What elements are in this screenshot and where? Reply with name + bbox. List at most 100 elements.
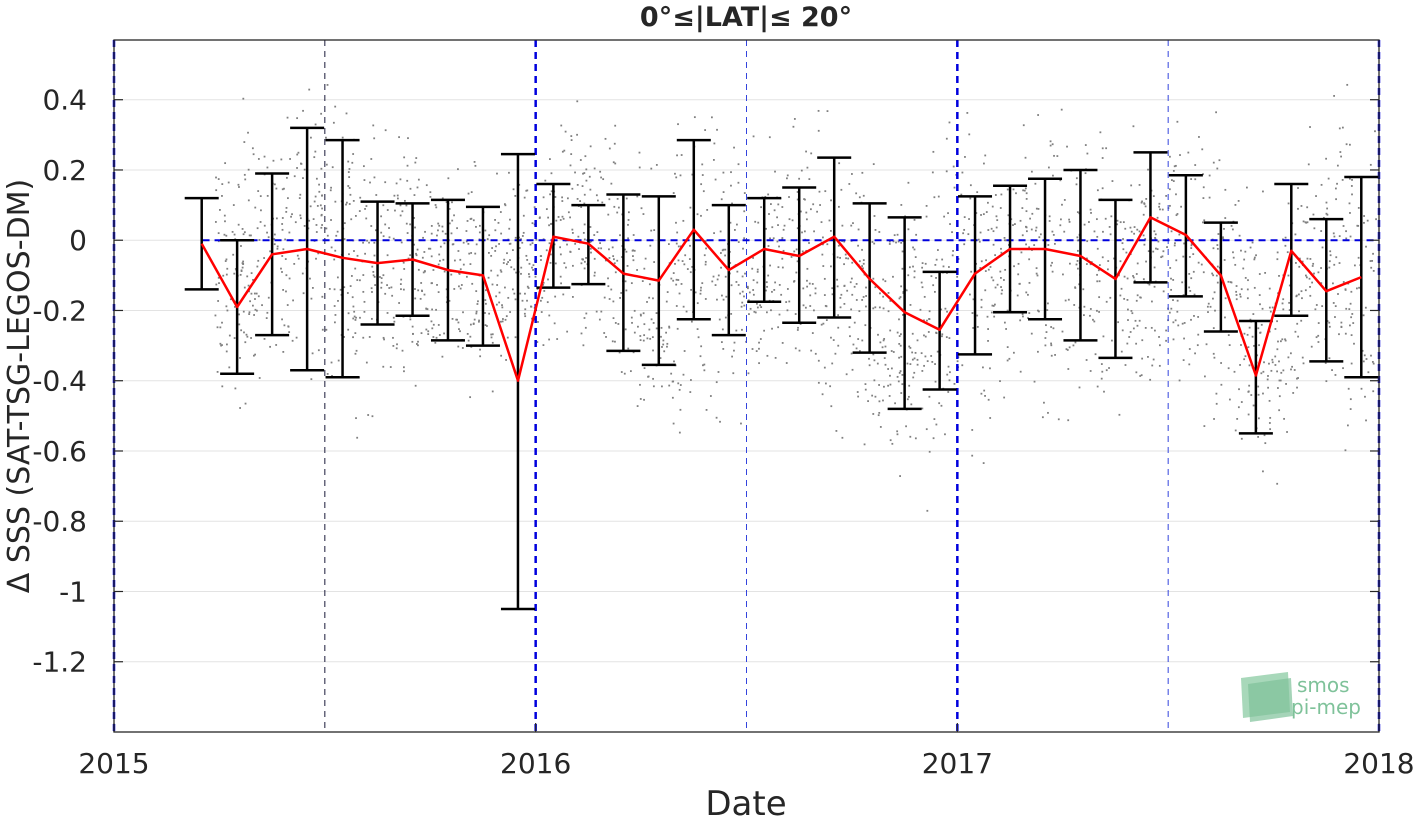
scatter-point [561,196,564,199]
scatter-point [788,300,791,303]
scatter-point [1078,283,1081,286]
scatter-point [1262,370,1265,373]
scatter-point [675,278,678,281]
scatter-point [677,382,680,385]
scatter-point [689,391,692,393]
scatter-point [315,257,317,260]
scatter-point [1074,341,1077,344]
scatter-point [515,271,518,274]
scatter-point [769,264,772,267]
scatter-point [1159,208,1161,211]
scatter-point [818,190,821,193]
scatter-point [991,205,994,208]
scatter-point [931,361,934,363]
scatter-point [941,335,943,338]
scatter-point [547,278,549,281]
scatter-point [1369,163,1372,166]
scatter-point [484,229,487,232]
logo-line-1: smos [1297,673,1350,697]
scatter-point [1357,207,1360,209]
scatter-point [403,370,405,373]
scatter-point [864,383,867,386]
scatter-point [583,267,586,270]
scatter-point [531,242,534,245]
scatter-point [523,312,526,315]
scatter-point [1048,215,1051,218]
scatter-point [1140,374,1143,377]
scatter-point [400,241,403,244]
scatter-point [1342,225,1345,227]
scatter-point [1305,274,1307,277]
scatter-point [1060,108,1063,111]
scatter-point [392,267,395,270]
scatter-point [741,275,744,278]
scatter-point [415,252,417,255]
y-tick-label: -0.8 [32,505,87,538]
scatter-point [676,154,678,157]
scatter-point [849,335,851,338]
scatter-point [593,271,596,274]
scatter-point [490,269,493,272]
scatter-point [234,305,236,308]
scatter-point [751,267,754,270]
scatter-point [1165,329,1168,332]
scatter-point [1060,218,1062,221]
scatter-point [977,238,980,241]
scatter-point [530,305,532,308]
scatter-point [291,339,294,342]
scatter-point [1102,230,1104,233]
scatter-point [610,182,613,185]
scatter-point [1317,341,1320,343]
scatter-point [396,343,398,346]
scatter-point [613,205,616,208]
scatter-point [1194,164,1197,166]
scatter-point [596,231,599,234]
scatter-point [724,275,727,278]
scatter-point [725,295,728,298]
scatter-point [549,261,552,264]
scatter-point [980,306,983,309]
scatter-point [1173,244,1176,247]
scatter-point [882,399,884,402]
scatter-point [987,328,990,330]
y-tick-label: -1.2 [32,646,87,679]
scatter-point [1215,392,1218,395]
scatter-point [248,313,251,315]
scatter-point [269,345,272,348]
scatter-point [1271,358,1274,361]
scatter-point [747,287,749,290]
scatter-point [1027,293,1029,296]
scatter-point [542,281,545,284]
scatter-point [1017,262,1020,265]
scatter-point [853,285,856,288]
scatter-point [683,263,686,266]
scatter-point [1288,284,1291,287]
scatter-point [896,331,899,334]
scatter-point [749,307,752,310]
scatter-point [982,462,985,464]
scatter-point [1315,195,1317,197]
scatter-point [438,253,441,256]
scatter-point [1371,259,1374,262]
scatter-point [368,336,371,338]
scatter-point [417,268,420,271]
scatter-point [310,136,312,139]
scatter-point [545,249,548,252]
scatter-point [365,205,368,207]
scatter-point [598,318,601,321]
scatter-point [908,345,911,348]
scatter-point [887,384,890,387]
scatter-point [223,214,226,217]
scatter-point [1212,161,1215,164]
scatter-point [299,214,302,217]
scatter-point [653,261,656,263]
scatter-point [650,229,653,232]
scatter-point [1257,393,1260,396]
scatter-point [677,123,679,126]
scatter-point [1143,203,1146,205]
scatter-point [407,137,409,140]
scatter-point [417,178,420,181]
scatter-point [949,223,951,225]
scatter-point [1157,240,1160,243]
scatter-point [282,289,285,291]
